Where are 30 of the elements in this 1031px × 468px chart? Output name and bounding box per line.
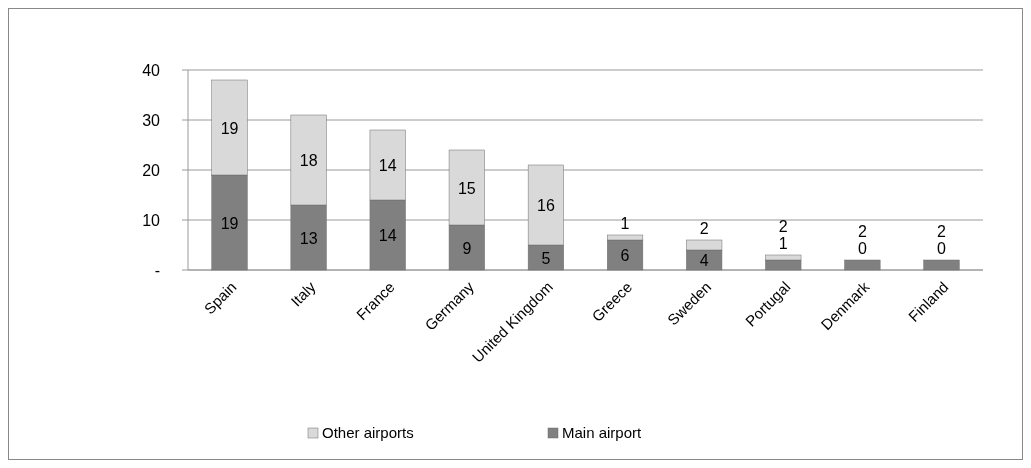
data-label: 19 xyxy=(220,119,239,137)
data-label: 2 xyxy=(699,220,709,237)
data-label: 5 xyxy=(541,249,551,267)
data-label: 0 xyxy=(857,240,867,257)
data-label: 13 xyxy=(299,229,318,247)
bar xyxy=(923,259,960,271)
data-label: 1 xyxy=(620,215,630,232)
data-label: 14 xyxy=(378,157,397,174)
data-label: 6 xyxy=(620,247,630,264)
data-label: 14 xyxy=(378,227,397,244)
legend-label: Main airport xyxy=(562,424,643,441)
y-tick-label: 10 xyxy=(142,212,161,229)
data-label: 9 xyxy=(462,239,472,257)
y-tick-label: 40 xyxy=(142,62,161,79)
data-label: 18 xyxy=(299,152,318,169)
data-label: 0 xyxy=(937,240,947,257)
data-label: 19 xyxy=(220,214,239,232)
legend-label: Other airports xyxy=(322,424,414,441)
data-label: 2 xyxy=(778,218,788,235)
data-label: 2 xyxy=(857,223,867,240)
data-label: 15 xyxy=(457,179,476,197)
y-tick-label: - xyxy=(154,262,160,279)
y-tick-label: 20 xyxy=(142,162,161,179)
data-label: 1 xyxy=(778,235,788,252)
data-label: 16 xyxy=(537,197,555,214)
data-label: 4 xyxy=(699,252,709,269)
bar xyxy=(844,259,881,271)
x-tick-label: Italy xyxy=(287,277,320,310)
y-tick-label: 30 xyxy=(142,112,161,129)
data-label: 2 xyxy=(937,223,947,240)
